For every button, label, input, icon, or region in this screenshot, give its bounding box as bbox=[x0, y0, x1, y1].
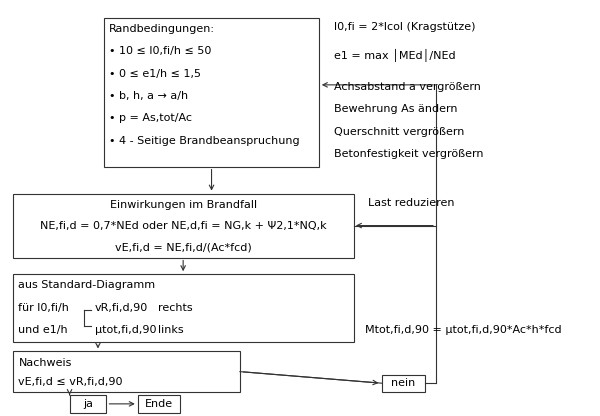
Text: • b, h, a → a/h: • b, h, a → a/h bbox=[109, 91, 188, 101]
Text: vE,fi,d = NE,fi,d/(Ac*fcd): vE,fi,d = NE,fi,d/(Ac*fcd) bbox=[115, 243, 251, 253]
Text: Ende: Ende bbox=[145, 399, 173, 409]
Text: Einwirkungen im Brandfall: Einwirkungen im Brandfall bbox=[110, 200, 257, 210]
Text: Bewehrung As ändern: Bewehrung As ändern bbox=[334, 104, 457, 114]
Text: rechts: rechts bbox=[158, 303, 192, 313]
Text: • p = As,tot/Ac: • p = As,tot/Ac bbox=[109, 114, 193, 124]
Text: • 10 ≤ l0,fi/h ≤ 50: • 10 ≤ l0,fi/h ≤ 50 bbox=[109, 47, 212, 57]
Text: Mtot,fi,d,90 = μtot,fi,d,90*Ac*h*fcd: Mtot,fi,d,90 = μtot,fi,d,90*Ac*h*fcd bbox=[365, 325, 562, 335]
Text: aus Standard-Diagramm: aus Standard-Diagramm bbox=[19, 280, 155, 290]
Text: l0,fi = 2*lcol (Kragstütze): l0,fi = 2*lcol (Kragstütze) bbox=[334, 22, 475, 32]
Bar bbox=[382, 374, 425, 392]
Text: μtot,fi,d,90: μtot,fi,d,90 bbox=[95, 325, 157, 335]
Text: Nachweis: Nachweis bbox=[19, 358, 72, 368]
Text: ja: ja bbox=[83, 399, 93, 409]
Text: • 4 - Seitige Brandbeanspruchung: • 4 - Seitige Brandbeanspruchung bbox=[109, 136, 300, 146]
Text: für l0,fi/h: für l0,fi/h bbox=[19, 303, 70, 313]
Text: • 0 ≤ e1/h ≤ 1,5: • 0 ≤ e1/h ≤ 1,5 bbox=[109, 69, 202, 79]
Bar bbox=[104, 18, 319, 167]
Text: links: links bbox=[158, 325, 183, 335]
Text: und e1/h: und e1/h bbox=[19, 325, 68, 335]
Text: e1 = max │MEd│/NEd: e1 = max │MEd│/NEd bbox=[334, 49, 455, 62]
Text: Achsabstand a vergrößern: Achsabstand a vergrößern bbox=[334, 82, 481, 92]
Bar bbox=[70, 395, 106, 413]
Text: Last reduzieren: Last reduzieren bbox=[368, 198, 454, 208]
Bar bbox=[13, 352, 240, 392]
Bar bbox=[13, 193, 353, 258]
Text: Betonfestigkeit vergrößern: Betonfestigkeit vergrößern bbox=[334, 149, 483, 159]
Text: nein: nein bbox=[391, 378, 415, 388]
Text: NE,fi,d = 0,7*NEd oder NE,d,fi = NG,k + Ψ2,1*NQ,k: NE,fi,d = 0,7*NEd oder NE,d,fi = NG,k + … bbox=[40, 221, 326, 231]
Text: vE,fi,d ≤ vR,fi,d,90: vE,fi,d ≤ vR,fi,d,90 bbox=[19, 377, 123, 387]
Text: Querschnitt vergrößern: Querschnitt vergrößern bbox=[334, 126, 464, 136]
Text: Randbedingungen:: Randbedingungen: bbox=[109, 24, 215, 34]
Bar bbox=[138, 395, 181, 413]
Text: vR,fi,d,90: vR,fi,d,90 bbox=[95, 303, 148, 313]
Bar bbox=[13, 274, 353, 342]
